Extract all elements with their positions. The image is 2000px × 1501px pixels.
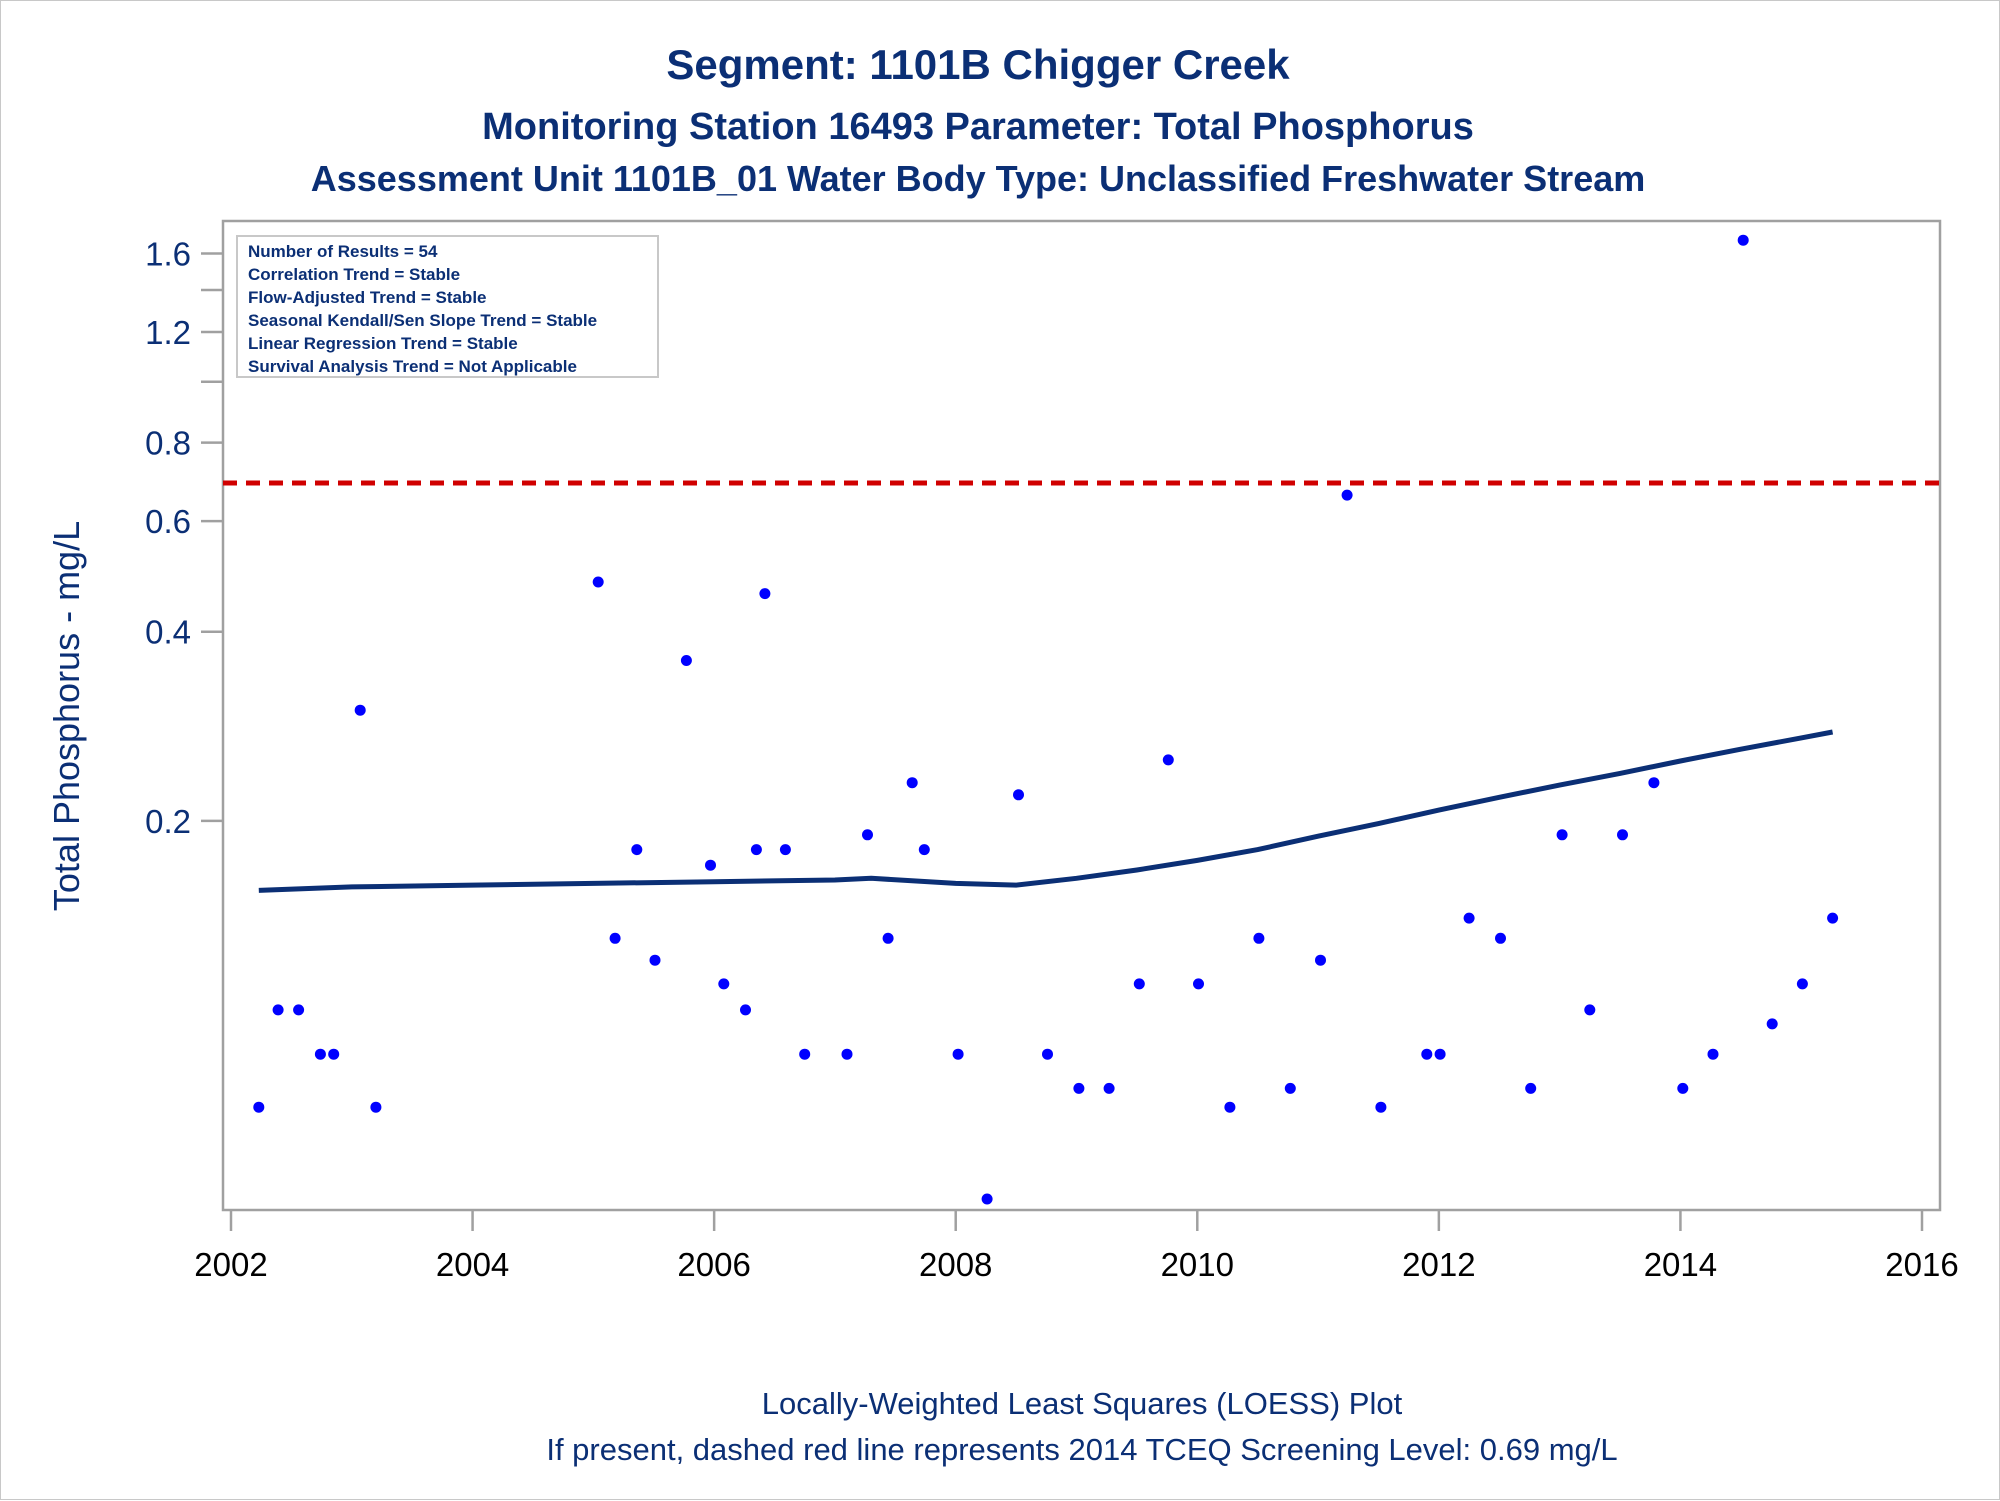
- data-point: [705, 859, 716, 871]
- data-point: [1556, 829, 1568, 841]
- x-tick-label: 2012: [1402, 1246, 1475, 1283]
- chart-title: Segment: 1101B Chigger Creek: [666, 41, 1290, 88]
- data-point: [1617, 829, 1628, 841]
- data-point: [1434, 1048, 1446, 1060]
- data-point: [1796, 978, 1808, 990]
- x-tick-label: 2004: [436, 1246, 509, 1283]
- chart-subtitle: Monitoring Station 16493 Parameter: Tota…: [482, 106, 1474, 148]
- data-point: [952, 1048, 964, 1060]
- stats-line: Flow-Adjusted Trend = Stable: [248, 288, 487, 307]
- y-tick-label: 0.8: [145, 425, 191, 462]
- x-tick-label: 2008: [919, 1246, 992, 1283]
- data-point: [918, 844, 930, 856]
- data-point: [1253, 932, 1265, 944]
- data-point: [649, 954, 661, 966]
- data-point: [314, 1048, 326, 1060]
- stats-line: Survival Analysis Trend = Not Applicable: [248, 357, 577, 376]
- data-point: [841, 1048, 853, 1060]
- x-tick-label: 2014: [1644, 1246, 1717, 1283]
- data-point: [1525, 1082, 1537, 1094]
- data-point: [1766, 1018, 1778, 1030]
- stats-box: Number of Results = 54 Correlation Trend…: [236, 235, 659, 378]
- x-axis: 2002 2004 2006 2008 2010 2012 2014 2016: [194, 1210, 1959, 1283]
- data-point: [253, 1101, 265, 1113]
- chart-subtitle-2: Assessment Unit 1101B_01 Water Body Type…: [311, 158, 1646, 199]
- data-points: [253, 234, 1839, 1205]
- data-point: [631, 844, 643, 856]
- footnote-screening: If present, dashed red line represents 2…: [546, 1432, 1617, 1467]
- stats-line: Linear Regression Trend = Stable: [248, 334, 518, 353]
- data-point: [680, 655, 692, 666]
- data-point: [759, 588, 771, 600]
- data-point: [354, 704, 366, 716]
- y-tick-label: 0.6: [145, 503, 191, 540]
- data-point: [1463, 912, 1475, 924]
- data-point: [1648, 777, 1660, 789]
- data-point: [862, 829, 873, 841]
- data-point: [1707, 1048, 1719, 1060]
- y-tick-label: 1.6: [145, 236, 191, 273]
- x-tick-label: 2016: [1885, 1246, 1958, 1283]
- data-point: [1375, 1101, 1387, 1113]
- data-point: [799, 1048, 811, 1060]
- data-point: [882, 932, 894, 944]
- data-point: [1284, 1082, 1296, 1094]
- plot-area: [221, 219, 1942, 1212]
- stats-line: Correlation Trend = Stable: [248, 265, 460, 284]
- data-point: [1677, 1082, 1689, 1094]
- x-tick-label: 2010: [1161, 1246, 1234, 1283]
- data-point: [1495, 932, 1506, 944]
- data-point: [779, 844, 791, 856]
- data-point: [293, 1004, 305, 1016]
- footnote-loess: Locally-Weighted Least Squares (LOESS) P…: [762, 1386, 1403, 1421]
- y-tick-label: 0.4: [145, 614, 191, 651]
- data-point: [1133, 978, 1145, 990]
- loess-curve: [258, 729, 1834, 893]
- data-point: [272, 1004, 284, 1016]
- data-point: [750, 844, 762, 856]
- y-tick-label: 1.2: [145, 314, 191, 351]
- data-point: [981, 1193, 993, 1205]
- data-point: [740, 1004, 751, 1016]
- data-point: [1827, 912, 1839, 924]
- data-point: [328, 1048, 340, 1060]
- data-point: [1315, 954, 1326, 966]
- y-axis-label: Total Phosphorus - mg/L: [46, 521, 87, 911]
- y-tick-label: 0.2: [145, 803, 191, 840]
- data-point: [1073, 1082, 1085, 1094]
- data-point: [1042, 1048, 1053, 1060]
- data-point: [609, 932, 621, 944]
- x-tick-label: 2002: [194, 1246, 267, 1283]
- stats-box-border: [236, 235, 659, 378]
- data-point: [592, 576, 604, 588]
- data-point: [1162, 754, 1174, 766]
- stats-line: Number of Results = 54: [248, 242, 438, 261]
- data-point: [1341, 489, 1353, 501]
- stats-line: Seasonal Kendall/Sen Slope Trend = Stabl…: [248, 311, 597, 330]
- data-point: [1737, 234, 1749, 246]
- data-point: [906, 777, 918, 789]
- data-point: [1224, 1101, 1236, 1113]
- data-point: [1193, 978, 1204, 990]
- data-point: [370, 1101, 382, 1113]
- data-point: [1013, 789, 1024, 801]
- y-axis: 0.2 0.4 0.6 0.8 1.2 1.6: [145, 236, 223, 840]
- data-point: [1103, 1082, 1115, 1094]
- data-point: [1584, 1004, 1596, 1016]
- data-point: [1421, 1048, 1433, 1060]
- data-point: [718, 978, 730, 990]
- x-tick-label: 2006: [677, 1246, 750, 1283]
